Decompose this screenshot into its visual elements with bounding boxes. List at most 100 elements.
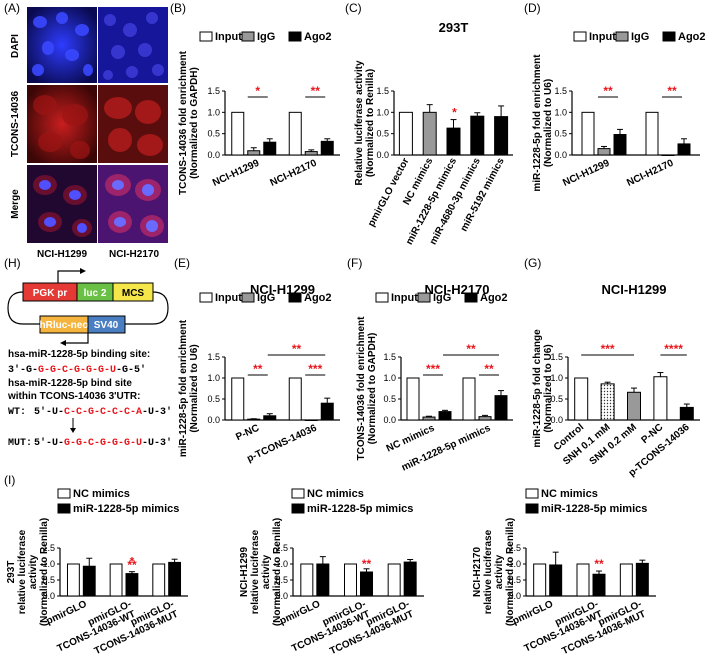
svg-text:luc 2: luc 2 [84, 288, 107, 299]
y-tick-label: 0.5 [508, 575, 521, 585]
y-tick-label: 1.0 [550, 373, 563, 383]
y-axis-title-1: miR-1228-5p fold change [532, 329, 543, 448]
bar [600, 383, 615, 421]
legend-label: Input [215, 31, 242, 43]
bar [320, 140, 334, 156]
y-axis-title-4: (Normalized to Renilla) [505, 518, 516, 626]
bar [576, 563, 590, 597]
y-tick-label: 0.0 [508, 591, 521, 601]
legend-swatch [291, 488, 305, 499]
col-label-h2170: NCI-H2170 [109, 249, 159, 260]
bind-site-label: hsa-miR-1228-5p bind site [8, 378, 132, 389]
bar [679, 406, 694, 421]
bar [661, 154, 675, 156]
y-tick-label: 1.5 [376, 86, 389, 96]
legend-swatch [525, 503, 539, 514]
chart-title: 293T [439, 20, 469, 35]
y-tick-label: 1.5 [207, 352, 220, 362]
bar [304, 151, 318, 156]
chart-d: 0.0 0.5 1.0 1.5 miR-1228-5p fold enrichment(… [532, 31, 706, 192]
nuclei-dapi-h1299 [32, 12, 93, 76]
mut-sequence: MUT: 5'-U-G-G-C-G-G-G-U-U-3' [8, 437, 172, 449]
bar [231, 111, 245, 156]
y-tick-label: 0.0 [42, 591, 55, 601]
legend-label: NC mimics [541, 488, 598, 500]
significance-label: *** [601, 342, 615, 356]
box-sv40 [87, 315, 126, 334]
legend-label: Input [215, 292, 242, 304]
y-tick-label: 0.5 [550, 394, 563, 404]
bar [304, 419, 318, 421]
significance-label: ** [362, 557, 372, 571]
panel-label-d: (D) [524, 1, 541, 15]
y-tick-label: 1.0 [554, 107, 567, 117]
y-tick-label: 1.0 [207, 373, 220, 383]
legend-label: IgG [433, 292, 451, 304]
y-axis-title-4: (Normalized to Renilla) [272, 518, 283, 626]
legend-label: Input [391, 292, 418, 304]
chart-e: 0.0 0.5 1.0 1.5 miR-1228-5p fold enrichment(… [178, 282, 340, 465]
y-tick-label: 1.5 [508, 543, 521, 553]
bar [320, 402, 334, 421]
y-axis-title-2: relative luciferase [17, 529, 28, 614]
significance-label: ** [603, 84, 613, 98]
bar [462, 377, 476, 421]
legend-swatch [199, 292, 213, 303]
y-axis-title-2: (Normalized to U6) [543, 79, 554, 167]
significance-label: *** [308, 362, 322, 376]
bar [403, 561, 417, 597]
y-tick-label: 0.0 [207, 150, 220, 160]
bar [168, 561, 182, 597]
y-tick-label: 1.5 [207, 86, 220, 96]
y-tick-label: 1.0 [42, 559, 55, 569]
y-tick-label: 0.0 [550, 415, 563, 425]
y-axis-title-3: activity [261, 554, 272, 589]
bar [288, 377, 302, 421]
bar [494, 116, 509, 156]
legend-swatch [375, 292, 389, 303]
y-tick-label: 0.0 [275, 591, 288, 601]
legend-label: Ago2 [304, 31, 332, 43]
y-axis-title-2: (Normalized to Renilla) [365, 69, 376, 177]
significance-label: ** [484, 362, 494, 376]
legend-swatch [525, 488, 539, 499]
svg-text:hRluc-neo: hRluc-neo [40, 320, 89, 331]
bar [592, 573, 606, 597]
y-tick-label: 1.0 [383, 373, 396, 383]
panel-label-e: (E) [174, 256, 190, 270]
y-tick-label: 1.5 [42, 543, 55, 553]
category-label: pmirGLO [511, 599, 555, 627]
category-label: NCI-H1299 [561, 158, 611, 189]
bar [478, 416, 492, 421]
plasmid-loop-right [125, 291, 169, 325]
legend-swatch [241, 292, 255, 303]
significance-label: ** [292, 342, 302, 356]
y-axis-title-2: (Normalized to GAPDH) [189, 67, 200, 179]
bar [597, 148, 611, 156]
bar [438, 411, 452, 421]
legend-swatch [199, 31, 213, 42]
category-label: NCI-H2170 [269, 158, 319, 189]
chart-i3: 0.0 0.5 1.0 1.5 NCI-H2170 relative luciferase… [472, 488, 656, 656]
bar [231, 377, 245, 421]
bar [316, 563, 330, 597]
col-label-h1299: NCI-H1299 [37, 249, 87, 260]
y-tick-label: 1.0 [508, 559, 521, 569]
bar [581, 111, 595, 156]
bar [574, 377, 589, 421]
plasmid-loop-left [7, 291, 40, 325]
y-axis-title-2: (Normalized to GAPDH) [367, 333, 378, 445]
legend-label: NC mimics [307, 488, 364, 500]
bar [422, 111, 437, 156]
bar [653, 376, 668, 421]
y-axis-title-1: miR-1228-5p fold enrichment [532, 54, 543, 192]
bar [613, 134, 627, 156]
svg-text:MCS: MCS [122, 288, 145, 299]
mirna-sequence: 3'-G-G-G-C-G-G-G-U-G-5' [8, 364, 146, 376]
chart-g: 0.0 0.5 1.0 1.5 miR-1228-5p fold change (Norm… [532, 282, 700, 479]
bar [109, 563, 123, 597]
y-axis-title-2: relative luciferase [483, 529, 494, 614]
chart-i1: 0.0 0.5 1.0 1.5 293T relative luciferase activ… [6, 488, 188, 656]
legend-swatch [288, 292, 302, 303]
